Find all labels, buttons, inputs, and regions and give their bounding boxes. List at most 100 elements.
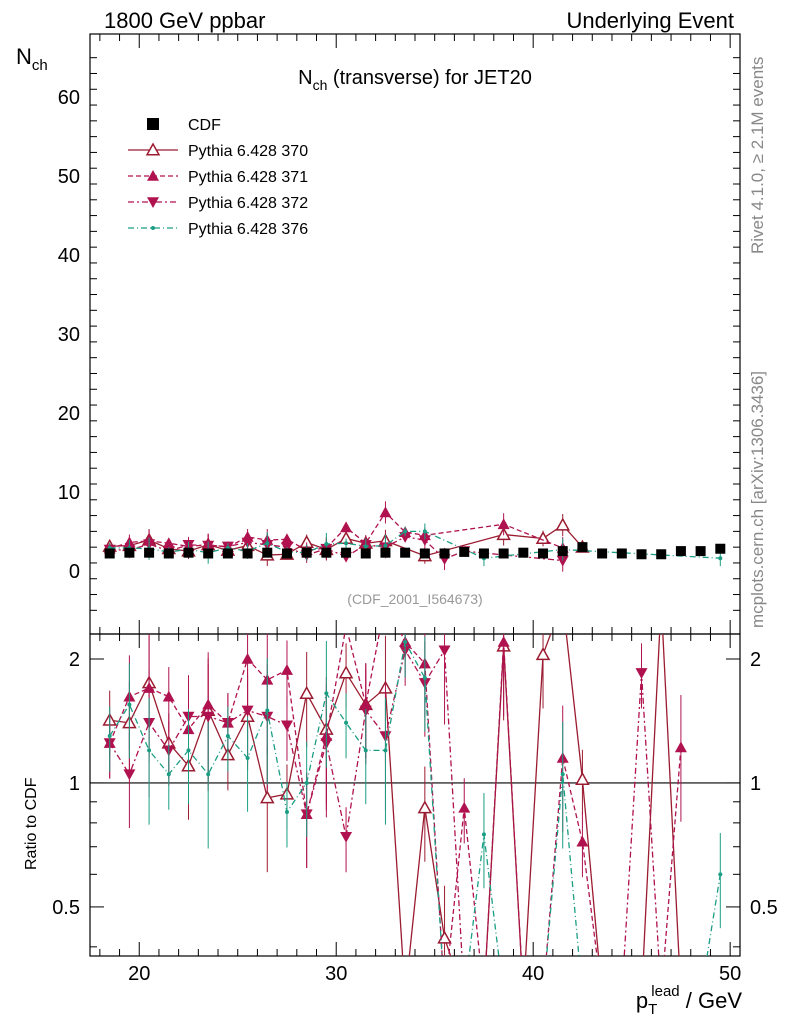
data-point bbox=[459, 546, 470, 557]
ratio-point bbox=[575, 771, 590, 785]
analysis-label: (CDF_2001_I564673) bbox=[347, 591, 482, 607]
data-point bbox=[360, 548, 371, 559]
data-point bbox=[203, 548, 214, 559]
data-point bbox=[301, 547, 312, 558]
legend-label: CDF bbox=[188, 117, 221, 134]
data-point bbox=[281, 548, 292, 559]
ratio-point bbox=[186, 748, 191, 753]
data-point bbox=[242, 548, 253, 559]
main-panel: 0 10 20 30 40 50 60 Nch (transverse) for JET20… bbox=[16, 33, 741, 635]
ratio-y-tick-label-right: 0.5 bbox=[750, 897, 778, 919]
data-point bbox=[341, 547, 352, 558]
legend-marker bbox=[147, 170, 159, 181]
ratio-point bbox=[166, 772, 171, 777]
data-point bbox=[555, 517, 571, 531]
y-tick-label: 20 bbox=[58, 403, 80, 425]
data-point bbox=[400, 547, 411, 558]
data-point bbox=[163, 548, 174, 559]
data-point bbox=[419, 548, 430, 559]
ratio-point bbox=[284, 810, 289, 815]
ratio-point bbox=[225, 734, 230, 739]
ratio-point bbox=[560, 772, 565, 777]
data-point bbox=[518, 547, 529, 558]
ratio-point bbox=[107, 734, 112, 739]
data-point bbox=[422, 529, 427, 534]
y-tick-label: 30 bbox=[58, 324, 80, 346]
data-point bbox=[403, 529, 408, 534]
data-point bbox=[383, 543, 388, 548]
data-point bbox=[497, 518, 510, 530]
ratio-point bbox=[280, 720, 293, 732]
ratio-point bbox=[241, 705, 254, 717]
main-y-ticks: 0 10 20 30 40 50 60 bbox=[58, 57, 740, 611]
legend-label: Pythia 6.428 372 bbox=[188, 195, 308, 212]
ratio-point bbox=[206, 772, 211, 777]
ratio-point bbox=[127, 702, 132, 707]
ratio-point bbox=[635, 668, 648, 679]
ratio-point bbox=[497, 635, 510, 647]
data-point bbox=[324, 542, 329, 546]
data-point bbox=[695, 546, 706, 557]
data-point bbox=[363, 544, 368, 549]
x-axis-label: pTlead / GeV bbox=[636, 983, 742, 1018]
data-point bbox=[340, 521, 353, 533]
series-line bbox=[109, 530, 721, 559]
data-point bbox=[265, 541, 270, 546]
data-point bbox=[538, 548, 549, 559]
data-point bbox=[478, 548, 489, 559]
ratio-series bbox=[102, 634, 723, 956]
ratio-point bbox=[535, 647, 551, 661]
data-point bbox=[556, 555, 569, 567]
data-point bbox=[379, 506, 392, 518]
legend-label: Pythia 6.428 370 bbox=[188, 143, 308, 160]
ratio-point bbox=[458, 801, 471, 813]
data-point bbox=[675, 546, 686, 557]
x-tick-label: 50 bbox=[719, 963, 741, 985]
ratio-point bbox=[403, 639, 408, 644]
ratio-point bbox=[481, 832, 486, 837]
ratio-y-tick-label: 1 bbox=[69, 773, 80, 795]
y-tick-label: 0 bbox=[69, 561, 80, 583]
ratio-point bbox=[241, 652, 254, 664]
data-point bbox=[715, 543, 726, 554]
ratio-line bbox=[109, 634, 682, 956]
data-point bbox=[597, 548, 608, 559]
legend-label: Pythia 6.428 376 bbox=[188, 221, 308, 238]
ratio-point bbox=[265, 708, 270, 713]
ratio-series-pythia-1 bbox=[102, 634, 680, 956]
x-tick-label: 30 bbox=[325, 963, 347, 985]
ratio-point bbox=[123, 769, 136, 781]
ratio-panel: 0.5 0.5 1 1 2 2 Ratio to CDF bbox=[23, 633, 778, 957]
data-point bbox=[498, 548, 509, 559]
ratio-point bbox=[718, 872, 723, 877]
data-point bbox=[418, 535, 431, 547]
x-tick-label: 20 bbox=[128, 963, 150, 985]
ratio-point bbox=[299, 685, 314, 699]
ratio-series-pythia-2 bbox=[103, 634, 687, 956]
ratio-y-tick-label: 2 bbox=[69, 649, 80, 671]
data-point bbox=[321, 547, 332, 558]
series-cdf bbox=[104, 542, 726, 560]
x-tick-label: 40 bbox=[522, 963, 544, 985]
ratio-point bbox=[344, 720, 349, 725]
ratio-point bbox=[162, 690, 175, 702]
ratio-line bbox=[109, 640, 721, 956]
ratio-point bbox=[304, 780, 309, 785]
y-tick-label: 60 bbox=[58, 87, 80, 109]
data-point bbox=[380, 547, 391, 558]
data-point bbox=[222, 548, 233, 559]
legend-marker bbox=[151, 226, 155, 230]
data-point bbox=[577, 542, 588, 553]
ratio-series-pythia-4 bbox=[107, 634, 723, 956]
header-right-label: Underlying Event bbox=[566, 8, 734, 33]
ratio-y-ticks: 0.5 0.5 1 1 2 2 bbox=[52, 649, 778, 948]
ratio-point bbox=[324, 691, 329, 696]
legend-label: Pythia 6.428 371 bbox=[188, 169, 308, 186]
legend-marker bbox=[147, 118, 159, 130]
data-point bbox=[439, 548, 450, 559]
ratio-y-tick-label: 0.5 bbox=[52, 897, 80, 919]
data-point bbox=[399, 532, 412, 543]
data-point bbox=[535, 530, 551, 545]
ratio-point bbox=[245, 755, 250, 760]
header-left-label: 1800 GeV ppbar bbox=[104, 8, 266, 33]
